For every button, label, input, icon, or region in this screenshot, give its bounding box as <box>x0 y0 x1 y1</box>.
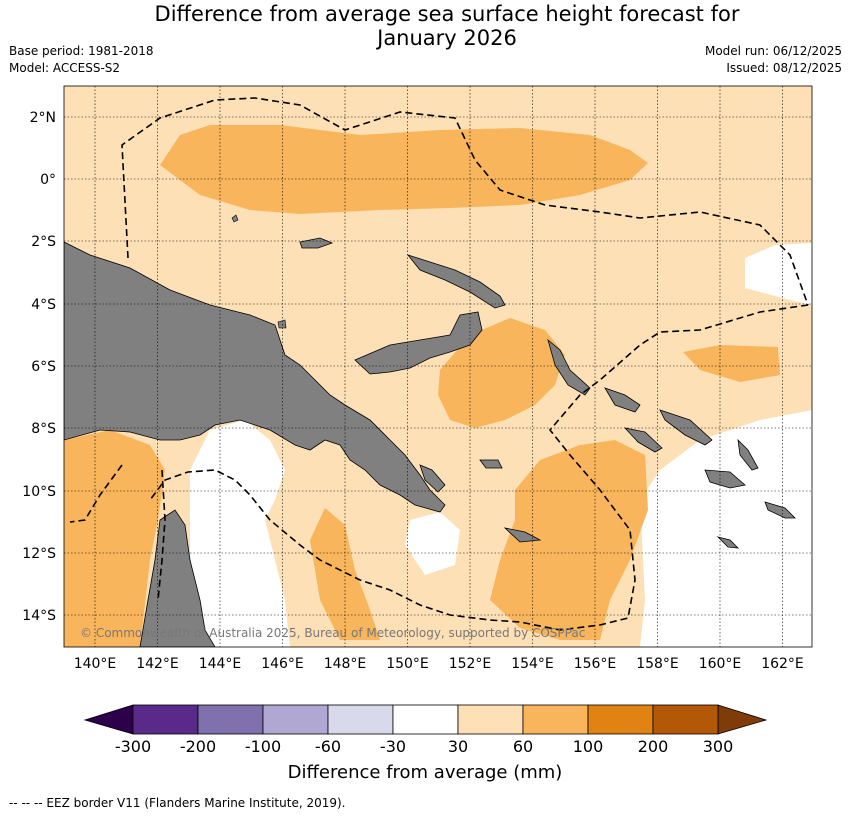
chart-title: Difference from average sea surface heig… <box>0 2 850 50</box>
lat-label: 0° <box>40 172 56 188</box>
land-new-ireland <box>406 254 506 309</box>
colorbar-tick-label: 100 <box>573 737 604 756</box>
land-guadalcanal <box>704 469 746 489</box>
lon-label: 160°E <box>699 656 742 672</box>
land-bougainville <box>547 338 591 396</box>
lat-label: 2°N <box>30 110 56 126</box>
latitude-labels: 2°N 0° 2°S 4°S 6°S 8°S 10°S 12°S 14°S <box>22 110 56 624</box>
colorbar-segment <box>132 704 199 735</box>
neutral-region-east <box>745 243 812 305</box>
land-makira <box>764 501 796 519</box>
lat-label: 14°S <box>22 608 56 624</box>
land-islet-2 <box>231 214 239 223</box>
meta-right: Model run: 06/12/2025 Issued: 08/12/2025 <box>705 43 842 77</box>
colorbar-tick-label: -60 <box>315 737 341 756</box>
title-line-1: Difference from average sea surface heig… <box>154 2 740 26</box>
colorbar-tick-label: -30 <box>380 737 406 756</box>
colorbar-under-arrow <box>83 704 134 735</box>
meta-left: Base period: 1981-2018 Model: ACCESS-S2 <box>9 43 154 77</box>
lon-label: 150°E <box>386 656 429 672</box>
anomaly-region-equatorial <box>160 125 648 214</box>
issued-date: Issued: 08/12/2025 <box>726 61 842 75</box>
lon-label: 152°E <box>449 656 492 672</box>
model-name: Model: ACCESS-S2 <box>9 61 121 75</box>
land-malaita <box>737 438 759 471</box>
lon-label: 154°E <box>511 656 554 672</box>
title-line-2: January 2026 <box>377 26 517 50</box>
map-area: © Commonwealth of Australia 2025, Bureau… <box>64 86 812 647</box>
neutral-region-small <box>405 512 460 575</box>
colorbar-segment <box>457 704 524 735</box>
map-frame <box>63 85 813 648</box>
base-period: Base period: 1981-2018 <box>9 44 154 58</box>
colorbar-segment <box>522 704 589 735</box>
land-cape-york <box>139 509 216 647</box>
land-rennell <box>716 536 740 549</box>
lon-label: 140°E <box>74 656 117 672</box>
land-new-britain <box>354 311 483 375</box>
longitude-labels: 140°E 142°E 144°E 146°E 148°E 150°E 152°… <box>74 656 804 672</box>
land-new-georgia <box>623 427 663 453</box>
land-louisiade <box>503 527 542 543</box>
lon-label: 158°E <box>636 656 679 672</box>
land-manus <box>299 237 334 249</box>
colorbar-tick-label: -200 <box>180 737 216 756</box>
anomaly-region-east <box>683 345 780 382</box>
lon-label: 146°E <box>261 656 304 672</box>
colorbar-tick-label: 30 <box>448 737 468 756</box>
eez-borders <box>69 97 809 631</box>
land-new-guinea <box>64 241 446 513</box>
lon-label: 144°E <box>199 656 242 672</box>
model-run: Model run: 06/12/2025 <box>704 44 842 58</box>
colorbar-tick-label: 60 <box>513 737 533 756</box>
colorbar: -300 -200 -100 -60 -30 30 60 100 200 300 Differen… <box>83 704 768 783</box>
colorbar-segment <box>652 704 719 735</box>
copyright-notice: © Commonwealth of Australia 2025, Bureau… <box>80 626 585 640</box>
lon-label: 156°E <box>574 656 617 672</box>
eez-legend-note: -- -- -- EEZ border V11 (Flanders Marine… <box>9 796 346 810</box>
land-santa-isabel <box>659 409 713 446</box>
land-dentrecasteaux <box>419 464 446 493</box>
colorbar-segment <box>392 704 459 735</box>
lon-label: 142°E <box>136 656 179 672</box>
colorbar-segment <box>327 704 394 735</box>
colorbar-segment <box>197 704 264 735</box>
lat-label: 4°S <box>31 297 56 313</box>
lat-label: 10°S <box>22 484 56 500</box>
anomaly-region-south <box>490 440 648 640</box>
neutral-region-coral-sea <box>190 420 290 647</box>
colorbar-title: Difference from average (mm) <box>288 762 563 783</box>
neutral-region-southeast <box>640 410 812 647</box>
colorbar-tick-labels: -300 -200 -100 -60 -30 30 60 100 200 300 <box>115 737 733 756</box>
graticule <box>64 86 812 647</box>
colorbar-over-arrow <box>717 704 768 735</box>
colorbar-tick-label: 300 <box>703 737 734 756</box>
colorbar-tick-label: -300 <box>115 737 151 756</box>
lat-label: 6°S <box>31 359 56 375</box>
map-figure: © Commonwealth of Australia 2025, Bureau… <box>22 85 813 783</box>
colorbar-segment <box>587 704 654 735</box>
land-trobriand <box>479 459 503 469</box>
colorbar-tick-label: -100 <box>245 737 281 756</box>
lat-label: 12°S <box>22 546 56 562</box>
lat-label: 2°S <box>31 234 56 250</box>
colorbar-tick-label: 200 <box>638 737 669 756</box>
lat-label: 8°S <box>31 421 56 437</box>
colorbar-segments <box>132 704 719 735</box>
land-choiseul <box>604 387 641 413</box>
colorbar-segment <box>262 704 329 735</box>
lon-label: 148°E <box>324 656 367 672</box>
anomaly-region-gulf <box>64 430 165 647</box>
lon-label: 162°E <box>761 656 804 672</box>
